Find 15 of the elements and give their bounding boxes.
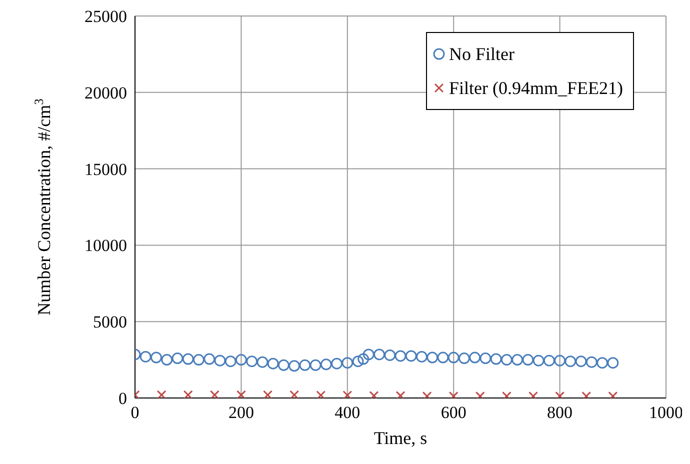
y-tick-label: 10000	[84, 236, 127, 256]
y-tick-label: 0	[118, 389, 127, 408]
legend-label: Filter (0.94mm_FEE21)	[449, 77, 623, 100]
x-tick-label: 0	[130, 403, 140, 422]
x-axis-title: Time, s	[374, 428, 428, 448]
x-tick-label: 800	[547, 403, 573, 422]
y-tick-label: 20000	[84, 83, 127, 102]
x-tick-label: 1000	[649, 403, 683, 422]
y-tick-label: 15000	[84, 160, 127, 179]
x-tick-label: 200	[228, 403, 254, 422]
y-tick-label: 5000	[93, 312, 127, 332]
legend-label: No Filter	[449, 43, 514, 66]
y-tick-label: 25000	[84, 7, 127, 26]
x-tick-label: 600	[440, 403, 466, 422]
x-tick-label: 400	[334, 403, 360, 422]
